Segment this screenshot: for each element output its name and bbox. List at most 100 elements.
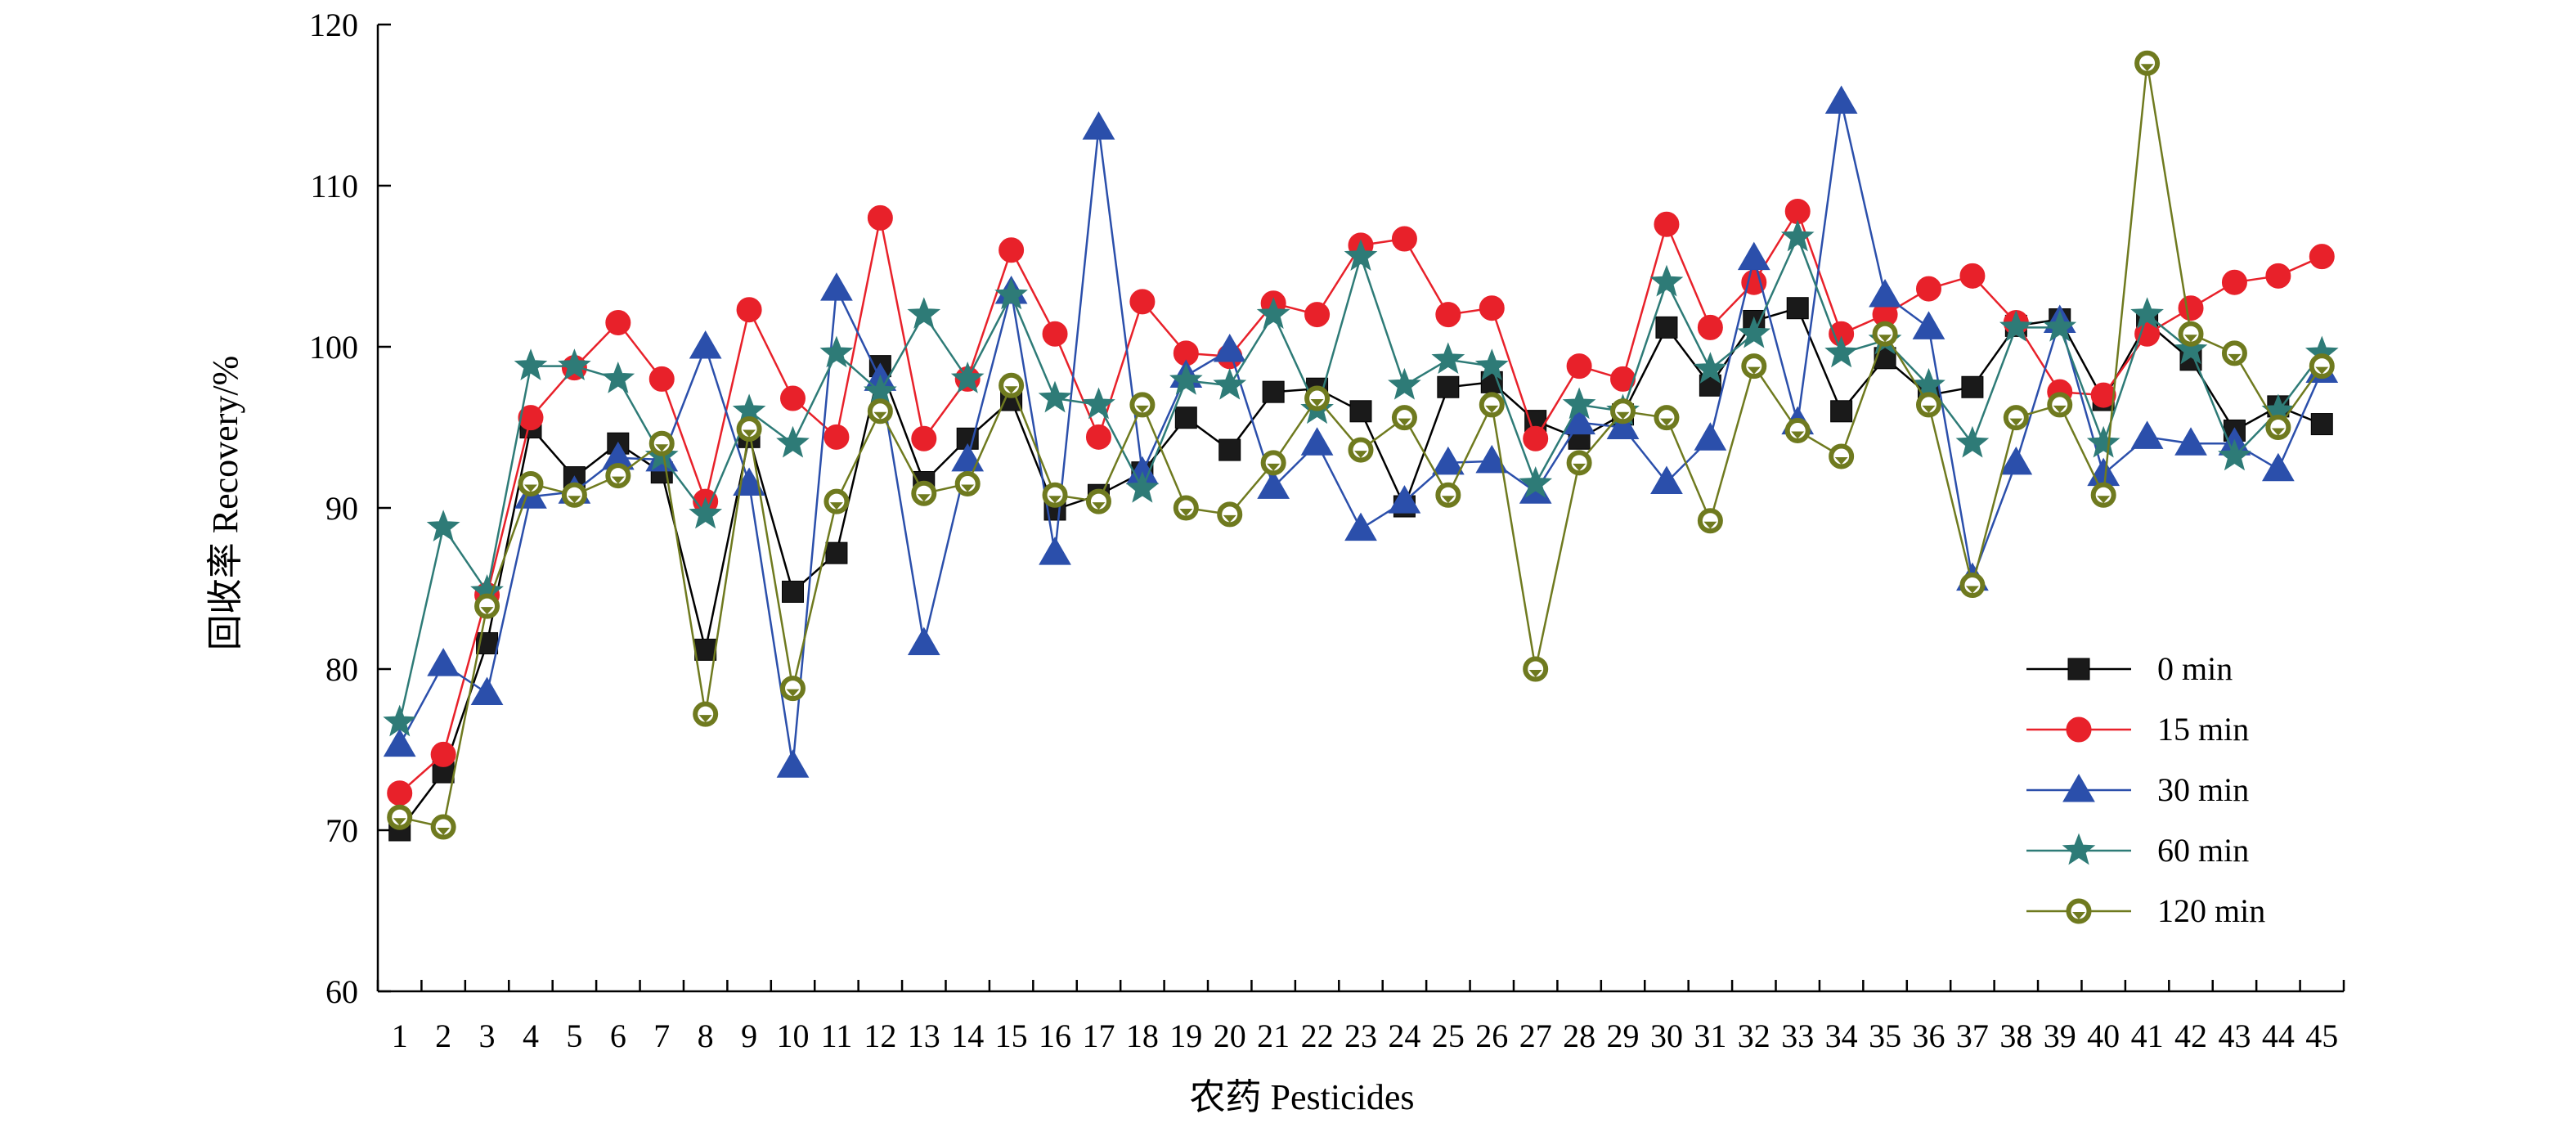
legend-marker	[2062, 773, 2095, 802]
data-point	[1082, 111, 1115, 140]
square-marker	[782, 580, 805, 603]
circle-v-mark	[1223, 514, 1236, 523]
data-point	[387, 804, 413, 830]
data-point	[1129, 289, 1156, 315]
data-point	[383, 728, 416, 757]
data-point	[907, 297, 941, 329]
data-point	[1872, 321, 1898, 347]
legend-item: 0 min	[2026, 650, 2233, 687]
x-tick-label: 36	[1912, 1017, 1945, 1054]
data-point	[2086, 425, 2120, 458]
circle-v-mark	[917, 494, 931, 502]
data-point	[1213, 367, 1247, 400]
star-marker	[2062, 833, 2096, 865]
circle-marker	[1523, 425, 1549, 451]
x-tick-label: 12	[864, 1017, 896, 1054]
x-tick-label: 8	[698, 1017, 714, 1054]
circle-inner	[1920, 397, 1936, 413]
series-line	[398, 101, 2323, 767]
circle-inner	[653, 435, 670, 451]
circle-inner	[1658, 410, 1675, 426]
data-point	[1169, 362, 1203, 395]
square-marker	[694, 638, 717, 661]
circle-inner	[2313, 358, 2330, 375]
circle-marker	[648, 366, 675, 392]
square-marker	[1830, 400, 1853, 423]
x-tick-label: 22	[1301, 1017, 1334, 1054]
star-marker	[2086, 425, 2120, 458]
circle-inner	[1877, 326, 1893, 342]
data-point	[1523, 656, 1549, 682]
triangle-marker	[776, 749, 810, 778]
circle-marker	[736, 297, 762, 323]
legend-item: 60 min	[2026, 832, 2249, 869]
data-point	[950, 361, 985, 393]
star-marker	[776, 425, 810, 458]
data-point	[2003, 405, 2029, 431]
data-point	[1129, 392, 1156, 418]
data-point	[2178, 295, 2204, 321]
data-point	[1218, 438, 1241, 461]
data-point	[911, 480, 937, 506]
star-marker	[907, 297, 941, 329]
star-marker	[1213, 367, 1247, 400]
data-point	[1694, 422, 1727, 451]
circle-v-mark	[1267, 463, 1281, 471]
triangle-marker	[1475, 444, 1509, 474]
data-point	[514, 348, 548, 380]
circle-inner	[2052, 397, 2068, 413]
circle-v-mark	[1179, 509, 1193, 516]
circle-v-mark	[2097, 496, 2111, 504]
triangle-marker	[1650, 465, 1683, 494]
y-tick-label: 60	[325, 973, 358, 1010]
data-point	[1479, 392, 1505, 418]
triangle-marker	[820, 272, 853, 301]
circle-marker	[1304, 302, 1331, 328]
data-point	[1217, 501, 1243, 528]
star-marker	[1125, 470, 1160, 503]
data-point	[693, 701, 719, 727]
data-point	[1391, 405, 1417, 431]
data-point	[1435, 302, 1461, 328]
circle-v-mark	[1659, 418, 1673, 426]
data-point	[1955, 425, 1990, 458]
data-point	[1391, 226, 1417, 252]
data-point	[2174, 427, 2207, 456]
data-point	[1082, 387, 1115, 420]
circle-v-mark	[1528, 670, 1542, 677]
circle-inner	[392, 809, 408, 825]
circle-v-mark	[1703, 521, 1717, 529]
circle-v-mark	[2228, 353, 2242, 362]
square-marker	[825, 541, 848, 564]
circle-marker	[1085, 424, 1111, 450]
circle-v-mark	[2271, 428, 2285, 436]
legend-marker	[2066, 898, 2092, 924]
data-point	[470, 676, 504, 706]
circle-marker	[387, 780, 413, 806]
circle-inner	[872, 403, 888, 420]
star-marker	[1344, 239, 1378, 272]
circle-inner	[1571, 455, 1587, 471]
circle-v-mark	[873, 411, 887, 420]
star-marker	[2174, 332, 2208, 365]
series-120-min	[387, 50, 2335, 840]
circle-marker	[2090, 382, 2116, 408]
circle-v-mark	[2184, 335, 2198, 343]
circle-marker	[518, 405, 544, 431]
data-point	[2130, 420, 2164, 449]
circle-v-mark	[611, 476, 625, 484]
circle-v-mark	[1878, 335, 1892, 343]
x-tick-label: 40	[2087, 1017, 2120, 1054]
circle-marker	[1741, 269, 1767, 295]
circle-inner	[1309, 390, 1326, 407]
data-point	[1650, 465, 1683, 494]
x-tick-label: 14	[951, 1017, 984, 1054]
star-marker	[1474, 348, 1509, 380]
star-marker	[689, 496, 723, 529]
y-tick-label: 100	[309, 329, 358, 366]
circle-v-mark	[1965, 586, 1979, 594]
legend-item: 120 min	[2026, 892, 2265, 929]
data-point	[1654, 211, 1680, 237]
circle-v-mark	[698, 715, 712, 723]
